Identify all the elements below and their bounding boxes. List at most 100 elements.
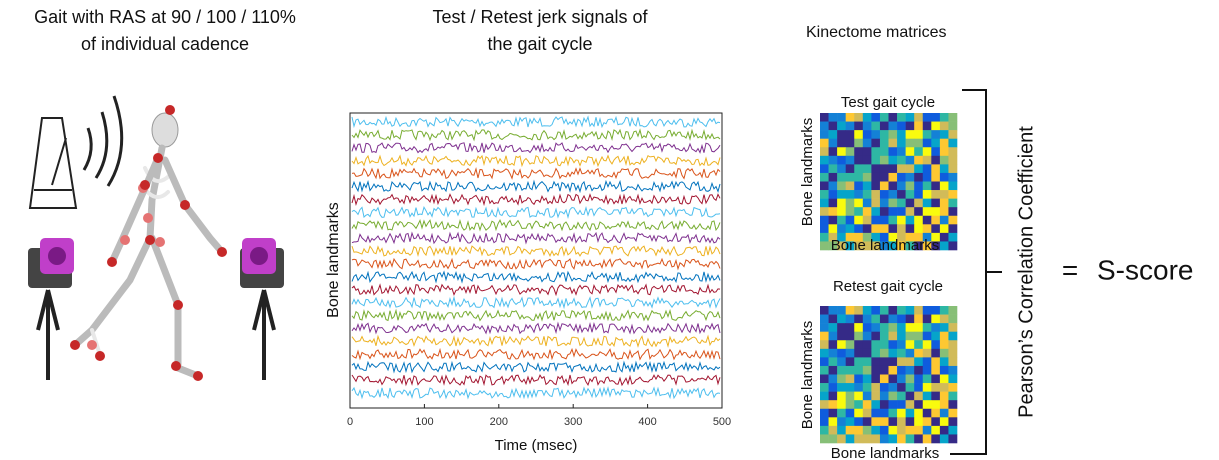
matrix-cell [939,207,949,217]
signal-trace [351,231,721,245]
matrix-cell [879,190,889,199]
matrix-cell [845,198,855,208]
matrix-cell [837,306,846,315]
matrix-cell [854,383,864,392]
matrix-cell [897,348,906,358]
matrix-cell [914,331,924,341]
matrix-cell [854,215,864,225]
matrix-cell [845,340,855,350]
matrix-cell [922,365,932,375]
matrix-cell [879,207,889,217]
matrix-cell [931,138,941,148]
matrix-cell [948,400,958,410]
matrix-cell [845,164,855,174]
matrix-cell [948,121,958,131]
matrix-cell [922,241,932,251]
matrix-cell [948,331,958,341]
matrix-cell [820,417,829,427]
matrix-cell [828,207,838,217]
matrix-cell [939,383,949,392]
matrix-cell [828,164,838,174]
matrix-cell [922,155,932,165]
matrix-cell [931,224,941,234]
matrix-cell [914,383,924,392]
matrix-cell [845,215,855,225]
signal-trace [351,166,721,180]
matrix-cell [862,224,872,234]
matrix-cell [905,138,915,148]
matrix-cell [871,190,881,199]
matrix-cell [828,198,838,208]
matrix-cell [905,425,915,435]
matrix-cell [922,232,932,242]
matrix-cell [939,147,949,157]
matrix-cell [854,417,864,427]
matrix-cell [888,340,898,350]
matrix-cell [905,147,915,157]
matrix-cell [948,190,958,199]
matrix-cell [922,348,932,358]
matrix-cell [948,147,958,157]
matrix-cell [837,331,846,341]
matrix-cell [939,224,949,234]
matrix-cell [871,130,881,139]
matrix-cell [888,391,898,401]
matrix-cell [931,164,941,174]
matrix-cell [905,340,915,350]
matrix-cell [845,121,855,131]
matrix-cell [820,425,829,435]
matrix-cell [939,172,949,182]
matrix-cell [862,400,872,410]
matrix-cell [828,181,838,191]
matrix-cell [837,147,846,157]
matrix-cell [888,155,898,165]
matrix-cell [837,323,846,332]
matrix-cell [897,215,906,225]
matrix-cell [922,113,932,122]
matrix-cell [948,391,958,401]
matrix-cell [871,172,881,182]
matrix-cell [905,181,915,191]
matrix-cell [828,365,838,375]
matrix-cell [922,417,932,427]
matrix-cell [922,138,932,148]
matrix-cell [820,147,829,157]
plot-frame [349,112,723,409]
x-tick-label: 0 [347,416,353,428]
matrix-cell [897,425,906,435]
matrix-cell [862,215,872,225]
matrix-cell [905,121,915,131]
matrix-cell [931,374,941,384]
matrix-cell [905,224,915,234]
matrix-cell [888,417,898,427]
matrix-cell [922,207,932,217]
matrix-cell [871,400,881,410]
matrix-cell [897,241,906,251]
matrix-cell [914,215,924,225]
matrix-cell [879,155,889,165]
matrix-cell [931,207,941,217]
matrix-cell [888,181,898,191]
matrix-cell [845,224,855,234]
matrix-cell [897,357,906,367]
matrix-cell [948,113,958,122]
matrix-cell [828,147,838,157]
matrix-cell [914,365,924,375]
matrix-cell [897,434,906,444]
matrix-cell [905,241,915,251]
x-tick-label: 100 [415,416,433,428]
x-tick-label: 300 [564,416,582,428]
matrix-cell [897,147,906,157]
matrix-x-label: Bone landmarks [831,445,939,460]
matrix-cell [931,348,941,358]
matrix-cell [845,113,855,122]
matrix-cell [871,434,881,444]
x-tick-label: 500 [713,416,731,428]
matrix-cell [931,357,941,367]
matrix-cell [914,198,924,208]
matrix-cell [845,357,855,367]
matrix-cell [871,113,881,122]
matrix-cell [820,172,829,182]
matrix-cell [888,113,898,122]
matrix-cell [837,164,846,174]
